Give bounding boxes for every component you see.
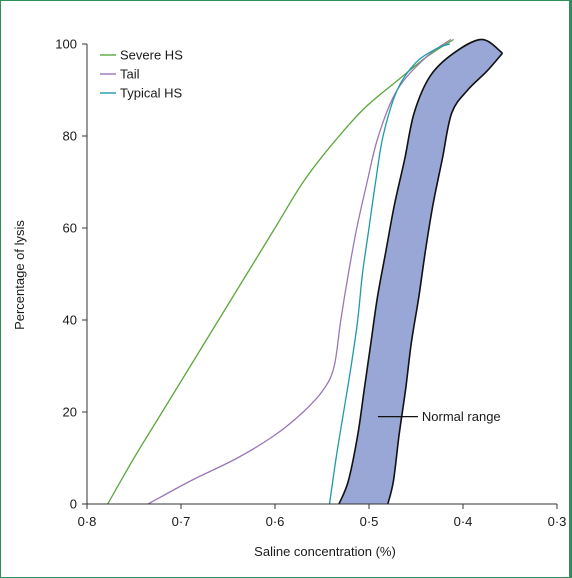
x-tick-label: 0·6 <box>266 514 285 529</box>
annotation-normal-range: Normal range <box>422 409 501 424</box>
y-tick-label: 80 <box>63 129 77 144</box>
normal-range-band <box>338 39 503 505</box>
normal-range-right-edge <box>387 52 504 505</box>
normal-range-band-layer <box>338 38 504 505</box>
ticks-layer: 0·8 0·7 0·6 0·5 0·4 0·3 0 20 40 60 80 100 <box>55 37 566 530</box>
y-tick-label: 40 <box>63 313 77 328</box>
axes-layer <box>86 44 557 505</box>
series-line-tail <box>147 38 452 505</box>
legend: Severe HS Tail Typical HS <box>100 48 183 101</box>
annotation-layer: Normal range <box>377 409 501 424</box>
x-tick-label: 0·4 <box>454 514 473 529</box>
series-line-severe-hs <box>107 38 454 505</box>
legend-entry-typical-hs: Typical HS <box>120 86 182 101</box>
legend-entry-severe-hs: Severe HS <box>120 48 183 63</box>
x-tick-label: 0·5 <box>360 514 379 529</box>
series-line-typical-hs <box>328 43 451 505</box>
x-axis-label: Saline concentration (%) <box>254 544 396 559</box>
normal-range-left-edge <box>338 38 503 505</box>
y-axis-label: Percentage of lysis <box>12 220 27 330</box>
x-tick-label: 0·3 <box>548 514 567 529</box>
x-tick-label: 0·7 <box>172 514 191 529</box>
legend-entry-tail: Tail <box>120 67 140 82</box>
x-tick-label: 0·8 <box>78 514 97 529</box>
y-tick-label: 60 <box>63 221 77 236</box>
series-layer <box>107 38 454 505</box>
y-tick-label: 20 <box>63 405 77 420</box>
y-tick-label: 100 <box>55 37 77 52</box>
y-tick-label: 0 <box>70 497 77 512</box>
